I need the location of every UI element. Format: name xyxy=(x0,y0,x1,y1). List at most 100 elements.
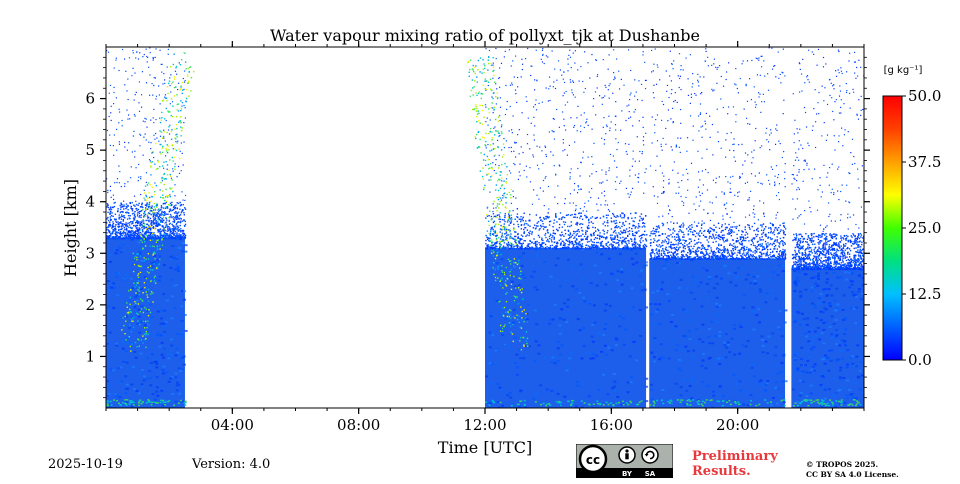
heatmap-cell xyxy=(544,226,546,229)
heatmap-cell xyxy=(108,225,110,228)
heatmap-cell xyxy=(139,237,142,240)
heatmap-cell xyxy=(497,130,499,132)
heatmap-cell xyxy=(501,226,504,228)
heatmap-cell xyxy=(535,392,539,395)
heatmap-cell xyxy=(150,237,152,240)
heatmap-cell xyxy=(526,234,528,236)
heatmap-cell xyxy=(493,92,495,94)
heatmap-cell xyxy=(156,215,159,217)
heatmap-cell xyxy=(135,221,138,223)
heatmap-cell xyxy=(118,226,120,228)
heatmap-cell xyxy=(774,346,778,349)
heatmap-cell xyxy=(519,246,521,248)
heatmap-cell xyxy=(476,147,479,149)
heatmap-cell xyxy=(132,404,135,406)
heatmap-cell xyxy=(143,282,146,284)
heatmap-cell xyxy=(135,224,137,227)
heatmap-cell xyxy=(515,243,518,245)
heatmap-cell xyxy=(735,246,737,249)
heatmap-cell xyxy=(628,227,631,229)
heatmap-cell xyxy=(179,234,181,237)
heatmap-cell xyxy=(546,246,548,248)
heatmap-cell xyxy=(607,245,609,248)
heatmap-cell xyxy=(138,110,141,112)
heatmap-cell xyxy=(628,233,631,235)
chart-title: Water vapour mixing ratio of pollyxt_tjk… xyxy=(270,26,700,45)
heatmap-cell xyxy=(780,380,784,383)
heatmap-cell xyxy=(560,328,564,331)
heatmap-cell xyxy=(179,64,182,66)
heatmap-cell xyxy=(146,61,148,63)
heatmap-cell xyxy=(513,266,517,269)
heatmap-cell xyxy=(148,225,150,227)
heatmap-cell xyxy=(498,242,501,245)
heatmap-cell xyxy=(635,241,637,244)
heatmap-cell xyxy=(658,255,661,258)
heatmap-cell xyxy=(108,288,112,291)
heatmap-cell xyxy=(574,216,576,218)
heatmap-cell xyxy=(176,215,179,217)
heatmap-cell xyxy=(517,248,520,250)
heatmap-cell xyxy=(185,68,187,70)
heatmap-cell xyxy=(499,330,502,332)
heatmap-cell xyxy=(758,380,762,383)
heatmap-cell xyxy=(500,185,503,187)
heatmap-cell xyxy=(112,215,114,218)
heatmap-cell xyxy=(578,243,580,246)
heatmap-cell xyxy=(552,154,554,156)
heatmap-cell xyxy=(163,211,166,213)
heatmap-cell xyxy=(136,237,139,240)
heatmap-cell xyxy=(593,241,595,244)
heatmap-cell xyxy=(148,365,152,368)
heatmap-cell xyxy=(468,71,470,73)
heatmap-cell xyxy=(622,343,626,346)
heatmap-cell xyxy=(496,130,498,133)
heatmap-cell xyxy=(174,237,177,240)
heatmap-cell xyxy=(117,208,119,210)
heatmap-cell xyxy=(185,89,187,91)
heatmap-cell xyxy=(707,336,711,339)
heatmap-cell xyxy=(163,79,166,81)
heatmap-cell xyxy=(129,235,132,237)
heatmap-cell xyxy=(485,89,487,91)
heatmap-cell xyxy=(602,245,605,247)
heatmap-cell xyxy=(600,350,604,353)
heatmap-cell xyxy=(496,196,498,199)
heatmap-cell xyxy=(526,229,529,231)
heatmap-cell xyxy=(569,236,571,239)
heatmap-cell xyxy=(114,393,118,396)
heatmap-cell xyxy=(510,260,512,262)
heatmap-cell xyxy=(152,261,156,264)
heatmap-cell xyxy=(587,62,589,64)
heatmap-cell xyxy=(149,231,151,234)
heatmap-cell xyxy=(141,226,143,229)
heatmap-cell xyxy=(661,281,665,284)
heatmap-cell xyxy=(117,229,120,232)
heatmap-cell xyxy=(521,248,523,250)
heatmap-cell xyxy=(740,258,742,260)
heatmap-cell xyxy=(159,209,161,212)
heatmap-cell xyxy=(567,244,570,246)
heatmap-cell xyxy=(147,320,149,322)
heatmap-cell xyxy=(505,284,507,286)
heatmap-cell xyxy=(490,149,493,151)
heatmap-cell xyxy=(579,241,581,243)
heatmap-cell xyxy=(494,349,498,352)
heatmap-cell xyxy=(142,209,144,211)
heatmap-cell xyxy=(558,223,561,226)
heatmap-cell xyxy=(628,242,630,244)
heatmap-cell xyxy=(596,87,598,89)
heatmap-cell xyxy=(499,171,501,173)
heatmap-cell xyxy=(149,217,152,220)
heatmap-cell xyxy=(524,248,526,250)
heatmap-cell xyxy=(528,246,531,249)
heatmap-cell xyxy=(580,131,582,133)
heatmap-cell xyxy=(523,404,526,407)
heatmap-cell xyxy=(542,190,544,192)
heatmap-cell xyxy=(621,110,623,112)
heatmap-cell xyxy=(180,231,182,233)
heatmap-cell xyxy=(580,162,582,164)
heatmap-cell xyxy=(700,364,704,367)
heatmap-cell xyxy=(487,143,489,146)
heatmap-cell xyxy=(504,318,508,321)
